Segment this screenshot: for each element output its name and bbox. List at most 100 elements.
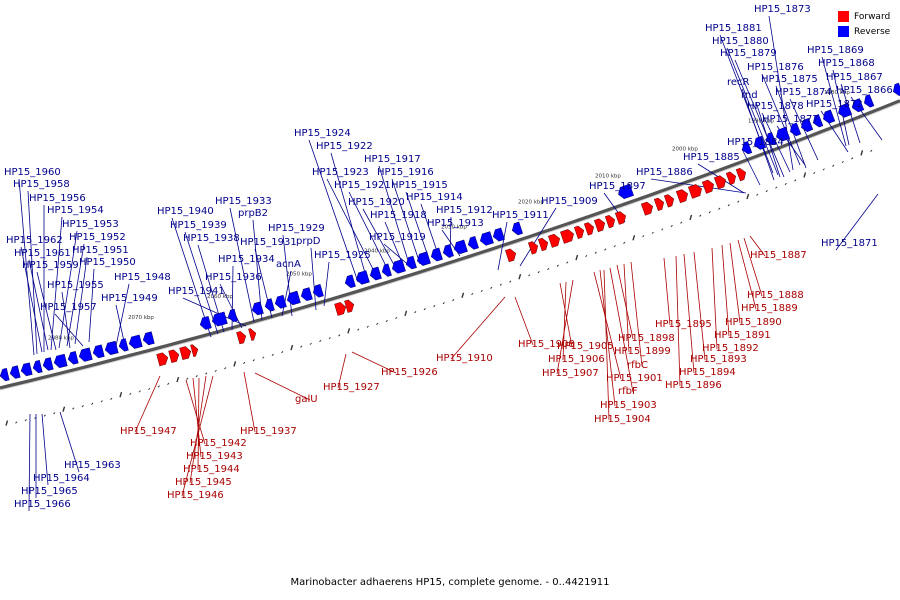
reverse-gene-arrow — [9, 365, 21, 379]
scale-tick — [376, 322, 379, 325]
reverse-leader-line — [20, 246, 43, 353]
scale-tick — [404, 310, 408, 317]
scale-tick — [338, 334, 341, 337]
genome-caption: Marinobacter adhaerens HP15, complete ge… — [290, 577, 610, 588]
reverse-gene-arrow — [492, 227, 505, 242]
forward-gene-arrow — [593, 218, 606, 233]
reverse-gene-label: HP15_1881 — [705, 23, 762, 34]
reverse-leader-line — [59, 411, 80, 473]
scale-tick — [651, 231, 654, 234]
reverse-gene-arrow — [92, 344, 105, 359]
reverse-gene-arrow — [838, 102, 853, 118]
forward-gene-label: HP15_1895 — [655, 319, 712, 330]
reverse-gene-label: HP15_1950 — [79, 257, 136, 268]
forward-gene-label: HP15_1942 — [190, 438, 247, 449]
forward-gene-arrow — [560, 229, 574, 244]
reverse-gene-label: HP15_1875 — [761, 74, 818, 85]
reverse-leader-line — [66, 243, 85, 347]
scale-tick — [841, 160, 844, 164]
scale-tick — [176, 376, 180, 383]
scale-tick — [480, 289, 483, 293]
reverse-gene-label: HP15_1959 — [22, 260, 79, 271]
label-leader-lines — [18, 15, 883, 512]
scale-tick — [81, 405, 84, 408]
forward-leader-line — [663, 257, 671, 326]
reverse-gene-arrow — [381, 263, 392, 277]
scale-tick — [860, 150, 864, 156]
scale-label: 1980 kbp — [824, 90, 850, 96]
reverse-leader-line — [650, 178, 747, 194]
reverse-gene-label: HP15_1872 — [806, 99, 863, 110]
forward-gene-label: HP15_1889 — [741, 303, 798, 314]
forward-gene-label: HP15_1898 — [618, 333, 675, 344]
forward-gene-label: HP15_1894 — [679, 367, 736, 378]
reverse-gene-label: rnd — [741, 90, 758, 101]
forward-gene-arrow — [236, 331, 247, 345]
reverse-gene-arrow — [286, 290, 301, 306]
forward-gene-label: HP15_1903 — [600, 400, 657, 411]
reverse-gene-arrow — [405, 255, 417, 270]
forward-gene-arrow — [168, 349, 180, 364]
reverse-gene-arrow — [355, 270, 370, 285]
reverse-gene-label: HP15_1874 — [775, 87, 832, 98]
forward-leader-line — [623, 263, 630, 353]
scale-label: 2000 kbp — [672, 146, 698, 152]
reverse-gene-label: prpB2 — [238, 208, 268, 219]
reverse-gene-arrow — [20, 362, 33, 377]
forward-leader-line — [562, 281, 567, 361]
legend-reverse: Reverse — [838, 24, 890, 39]
reverse-leader-line — [734, 59, 785, 178]
forward-gene-arrow — [548, 233, 561, 248]
reverse-gene-label: HP15_1948 — [114, 272, 171, 283]
forward-leader-line — [134, 375, 161, 433]
scale-label: 2040 kbp — [364, 248, 390, 254]
forward-gene-arrow — [687, 184, 702, 199]
forward-gene-label: HP15_1896 — [665, 380, 722, 391]
scale-label: 2070 kbp — [128, 315, 154, 321]
reverse-leader-line — [219, 283, 243, 329]
reverse-gene-label: HP15_1936 — [205, 272, 262, 283]
reverse-gene-arrow — [863, 94, 875, 108]
forward-gene-arrow — [156, 352, 169, 367]
scale-tick — [585, 254, 588, 258]
reverse-leader-line — [27, 190, 38, 355]
scale-tick — [15, 421, 18, 424]
reverse-gene-arrow — [893, 82, 900, 96]
scale-tick — [423, 308, 426, 311]
forward-leader-line — [616, 264, 634, 340]
reverse-gene-label: HP15_1868 — [818, 58, 875, 69]
genome-axis — [0, 99, 900, 391]
scale-tick — [366, 325, 369, 328]
reverse-leader-line — [229, 207, 255, 323]
scale-tick — [509, 280, 512, 283]
forward-gene-arrow — [527, 241, 539, 255]
reverse-gene-arrow — [78, 347, 93, 362]
reverse-gene-label: HP15_1954 — [47, 205, 104, 216]
reverse-gene-arrow — [618, 183, 634, 200]
reverse-leader-line — [61, 291, 71, 349]
reverse-gene-label: HP15_1965 — [21, 486, 78, 497]
scale-tick — [556, 264, 559, 267]
reverse-gene-label: HP15_1921 — [334, 180, 391, 191]
reverse-gene-arrow — [754, 135, 767, 150]
forward-gene-label: HP15_1926 — [381, 367, 438, 378]
reverse-gene-label: HP15_1963 — [64, 460, 121, 471]
forward-gene-arrow — [583, 222, 595, 236]
forward-leader-line — [630, 261, 643, 367]
scale-tick — [214, 369, 217, 373]
reverse-gene-arrow — [812, 114, 824, 128]
forward-gene-arrow — [344, 299, 355, 313]
reverse-gene-arrow — [741, 141, 753, 155]
scale-tick — [537, 271, 540, 274]
reverse-gene-label: HP15_1877 — [762, 114, 819, 125]
forward-leader-line — [729, 242, 741, 324]
forward-gene-arrow — [537, 237, 549, 252]
reverse-gene-label: HP15_1940 — [157, 206, 214, 217]
forward-gene-label: HP15_1946 — [167, 490, 224, 501]
reverse-leader-line — [768, 15, 794, 171]
forward-gene-label: galU — [295, 394, 318, 405]
scale-tick — [870, 149, 873, 152]
reverse-gene-arrow — [765, 132, 777, 146]
scale-tick — [53, 412, 56, 415]
